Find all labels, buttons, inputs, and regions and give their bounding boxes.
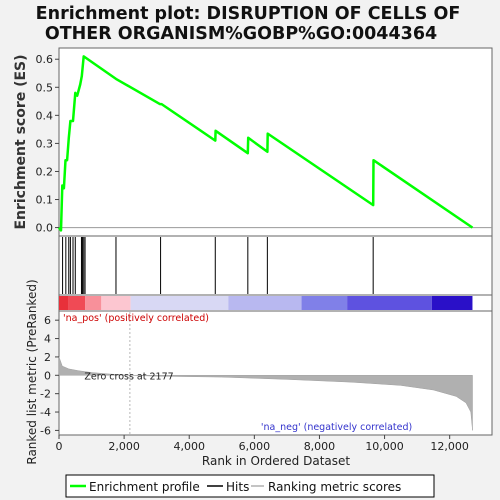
heat-strip-segment [302,296,348,310]
heat-strip-segment [101,296,130,310]
ranked-heat-strip [59,295,492,311]
hits-panel [59,236,492,295]
chart-title-line-2: OTHER ORGANISM%GOBP%GO:0044364 [45,24,437,44]
heat-strip-segment [347,296,432,310]
legend-metric-label: Ranking metric scores [268,480,401,494]
heat-strip-segment [432,296,473,310]
negative-correlation-label: 'na_neg' (negatively correlated) [261,422,412,433]
metric-tick-label: 0 [44,369,51,382]
legend-enrichment-label: Enrichment profile [89,480,200,494]
es-tick-label: 0.6 [36,53,54,66]
metric-axis-label: Ranked list metric (PreRanked) [25,279,39,464]
x-tick-label: 6,000 [239,440,271,453]
chart-title-line-1: Enrichment plot: DISRUPTION OF CELLS OF [36,4,461,24]
es-tick-label: 0.2 [36,165,54,178]
metric-panel: 6 4 2 0 -2 -4 -6 Zero cross at 2177 'na_pos' (… [40,311,492,437]
es-panel: 0.0 0.1 0.2 0.3 0.4 0.5 0.6 [36,48,493,236]
x-tick-label: 12,000 [430,440,469,453]
metric-tick-label: 2 [44,351,51,364]
heat-strip-segment [59,296,69,310]
heat-strip-segment [228,296,301,310]
metric-tick-label: -4 [40,406,51,419]
heat-strip-segment [69,296,85,310]
metric-tick-label: 4 [44,333,51,346]
es-tick-label: 0.0 [36,222,54,235]
zero-cross-annotation: Zero cross at 2177 [84,371,173,382]
es-axis-label: Enrichment score (ES) [13,54,29,229]
x-tick-label: 0 [56,440,63,453]
legend-hits-label: Hits [226,480,249,494]
x-tick-label: 10,000 [365,440,404,453]
heat-strip-segments [59,296,472,310]
metric-tick-label: -6 [40,424,51,437]
es-tick-label: 0.1 [36,194,54,207]
es-tick-label: 0.5 [36,81,54,94]
metric-tick-label: -2 [40,388,51,401]
es-y-ticks: 0.0 0.1 0.2 0.3 0.4 0.5 0.6 [36,53,60,234]
x-tick-label: 4,000 [173,440,205,453]
x-axis-ticks: 0 2,000 4,000 6,000 8,000 10,000 12,000 [56,435,469,453]
es-tick-label: 0.3 [36,137,54,150]
x-axis-label: Rank in Ordered Dataset [202,454,350,468]
x-tick-label: 2,000 [108,440,140,453]
x-tick-label: 8,000 [304,440,336,453]
es-tick-label: 0.4 [36,109,54,122]
heat-strip-segment [131,296,229,310]
metric-y-ticks: 6 4 2 0 -2 -4 -6 [40,314,59,437]
heat-strip-segment [85,296,101,310]
es-plot-area [59,48,492,236]
legend: Enrichment profile Hits Ranking metric s… [66,475,434,497]
metric-tick-label: 6 [44,314,51,327]
positive-correlation-label: 'na_pos' (positively correlated) [63,313,209,324]
hits-area [59,236,492,295]
